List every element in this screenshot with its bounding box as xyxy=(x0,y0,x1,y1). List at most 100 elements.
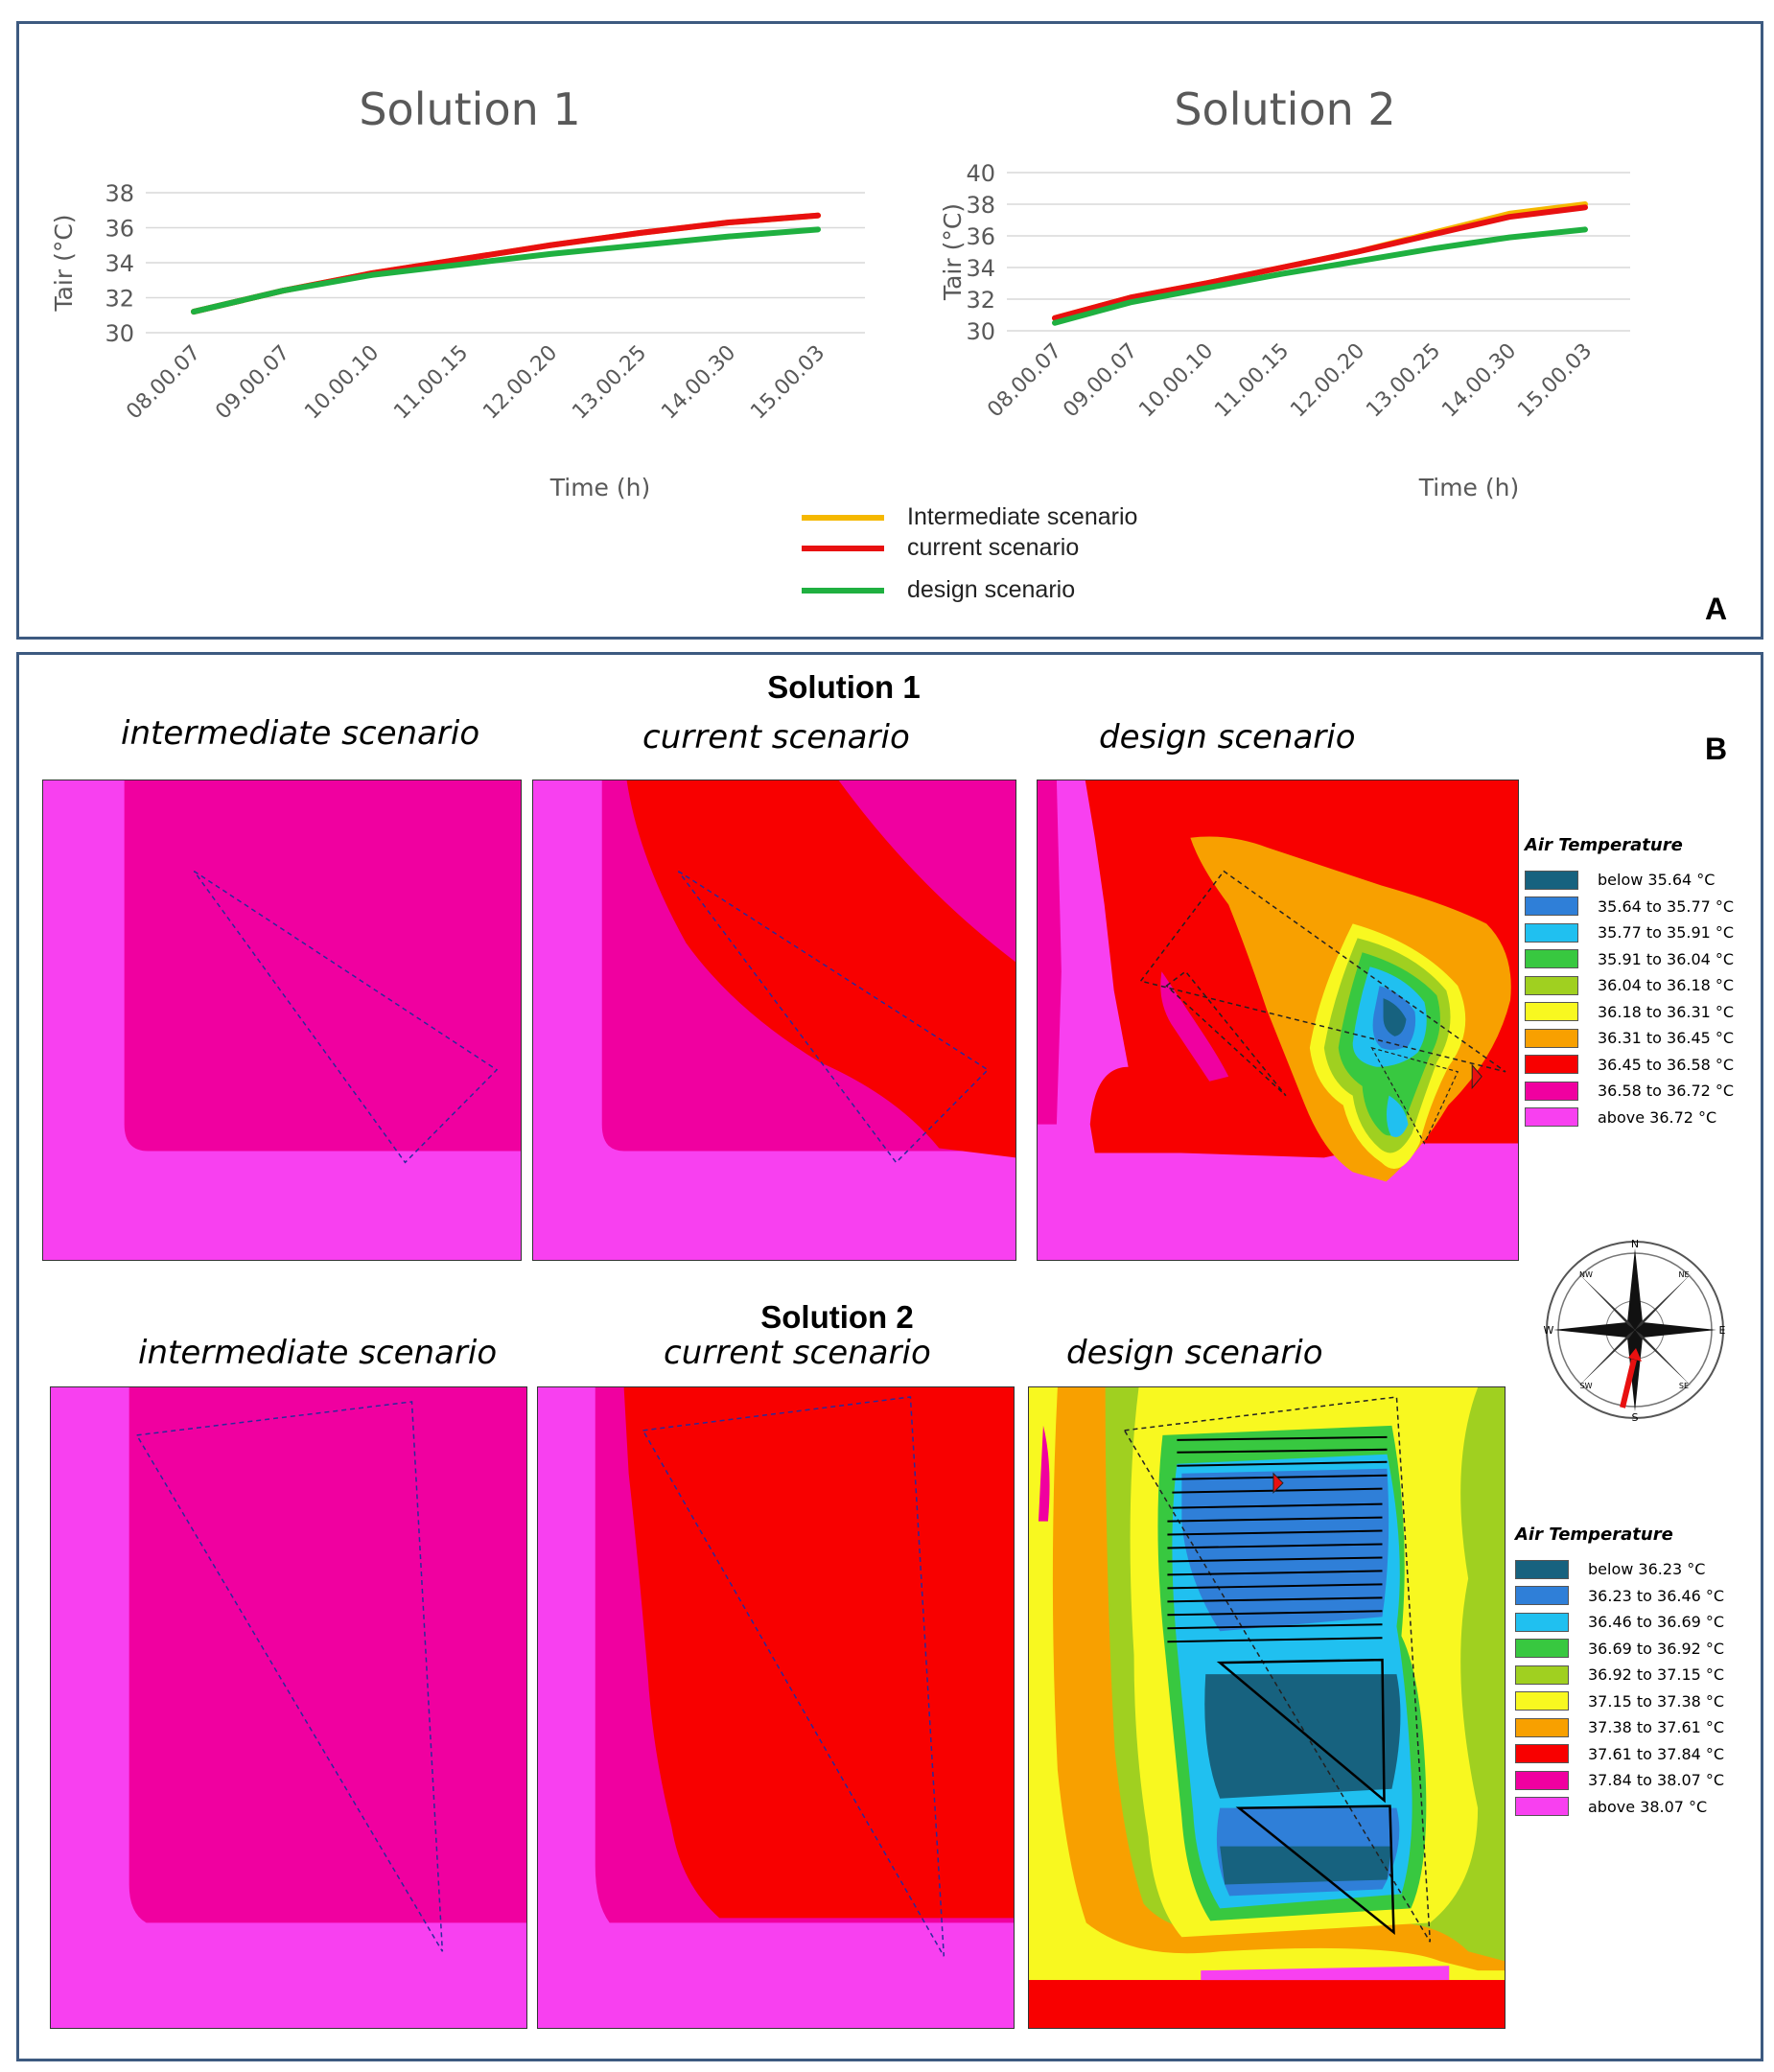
x-tick-label: 10.00.10 xyxy=(1134,339,1218,423)
legend1-swatch xyxy=(1525,1081,1578,1101)
legend-swatch-design xyxy=(802,587,884,594)
x-tick-label: 11.00.15 xyxy=(389,341,473,425)
series-line-current-scenario xyxy=(1052,204,1588,321)
panel-letter-b: B xyxy=(1705,732,1728,766)
legend2-swatch xyxy=(1515,1612,1569,1632)
legend2-label: 36.92 to 37.15 °C xyxy=(1588,1665,1725,1685)
compass-se: SE xyxy=(1679,1382,1689,1390)
x-tick-label: 11.00.15 xyxy=(1210,339,1294,423)
y-tick-label: 36 xyxy=(966,223,995,250)
y-tick-label: 40 xyxy=(966,160,995,187)
x-tick-label: 08.00.07 xyxy=(983,339,1066,423)
sol2-label-intermediate: intermediate scenario xyxy=(138,1334,498,1372)
sol1-label-design: design scenario xyxy=(1099,718,1356,757)
compass-w: W xyxy=(1544,1324,1554,1337)
legend2-swatch xyxy=(1515,1586,1569,1606)
sol2-label-current: current scenario xyxy=(664,1334,931,1372)
north-arrow xyxy=(1620,1359,1637,1408)
x-axis-title: Time (h) xyxy=(549,474,650,501)
legend-item-current: current scenario xyxy=(802,534,1079,562)
legend1-label: 36.58 to 36.72 °C xyxy=(1598,1082,1735,1101)
legend-item-design: design scenario xyxy=(802,576,1075,604)
compass-s: S xyxy=(1632,1411,1639,1424)
x-tick-label: 14.00.30 xyxy=(1437,339,1521,423)
legend2-label: below 36.23 °C xyxy=(1588,1560,1706,1579)
legend2-label: above 38.07 °C xyxy=(1588,1797,1708,1816)
x-axis-title: Time (h) xyxy=(1418,474,1519,501)
legend1-swatch xyxy=(1525,1002,1578,1022)
legend2-row: 36.69 to 36.92 °C xyxy=(1515,1636,1724,1663)
y-axis-title: Tair (°C) xyxy=(50,214,78,312)
x-tick-label: 08.00.07 xyxy=(122,341,205,425)
legend1-swatch xyxy=(1525,949,1578,969)
legend2-swatch xyxy=(1515,1717,1569,1737)
legend1-label: 36.31 to 36.45 °C xyxy=(1598,1029,1735,1048)
legend2-row: 37.84 to 38.07 °C xyxy=(1515,1767,1724,1794)
x-tick-label: 15.00.03 xyxy=(1513,339,1597,423)
legend2-row: 36.92 to 37.15 °C xyxy=(1515,1662,1724,1688)
compass-e: E xyxy=(1719,1324,1726,1337)
x-tick-label: 12.00.20 xyxy=(1286,339,1369,423)
line-chart-solution1: 30 32 34 36 38 08.00.07 09.00.07 10.00.10 11.00.… xyxy=(50,180,865,501)
y-tick-label: 32 xyxy=(105,286,134,313)
x-tick-label: 09.00.07 xyxy=(1059,339,1142,423)
legend1-label: 36.45 to 36.58 °C xyxy=(1598,1055,1735,1074)
y-tick-label: 32 xyxy=(966,287,995,314)
legend1-label: 35.77 to 35.91 °C xyxy=(1598,923,1735,943)
legend1-row: 36.18 to 36.31 °C xyxy=(1525,999,1734,1026)
legend2-swatch xyxy=(1515,1665,1569,1685)
line-chart-solution2: 30 32 34 36 38 40 08.00.0709.00.0710.00.1011.0… xyxy=(939,160,1630,501)
legend1-swatch xyxy=(1525,1055,1578,1075)
legend2-swatch xyxy=(1515,1639,1569,1659)
legend1-row: 35.64 to 35.77 °C xyxy=(1525,894,1734,920)
legend1-label: 36.18 to 36.31 °C xyxy=(1598,1002,1735,1021)
sol1-map-intermediate xyxy=(42,780,522,1261)
legend1-swatch xyxy=(1525,975,1578,995)
legend2-row: 36.46 to 36.69 °C xyxy=(1515,1609,1724,1636)
legend-label-current: current scenario xyxy=(907,534,1080,561)
legend2-label: 36.69 to 36.92 °C xyxy=(1588,1639,1725,1658)
legend2-row: above 38.07 °C xyxy=(1515,1794,1724,1821)
panel-letter-a: A xyxy=(1705,592,1728,626)
sol1-label-intermediate: intermediate scenario xyxy=(121,714,480,753)
panel-b: B Solution 1 intermediate scenario curre… xyxy=(16,652,1763,2061)
legend1-swatch xyxy=(1525,922,1578,943)
sol2-map-intermediate xyxy=(50,1386,527,2029)
legend2-row: below 36.23 °C xyxy=(1515,1556,1724,1583)
y-tick-label: 30 xyxy=(966,318,995,345)
y-tick-label: 30 xyxy=(105,320,134,347)
compass-sw: SW xyxy=(1580,1382,1593,1390)
legend1-row: 36.45 to 36.58 °C xyxy=(1525,1052,1734,1079)
solution2-heading: Solution 2 xyxy=(760,1299,914,1335)
legend2-label: 37.84 to 38.07 °C xyxy=(1588,1771,1725,1790)
legend1-row: 36.58 to 36.72 °C xyxy=(1525,1078,1734,1105)
legend1-label: 35.91 to 36.04 °C xyxy=(1598,949,1735,968)
solution1-heading: Solution 1 xyxy=(767,669,921,705)
sol2-map-current xyxy=(537,1386,1015,2029)
y-tick-label: 34 xyxy=(105,250,134,277)
legend-label-design: design scenario xyxy=(907,576,1076,603)
legend2-label: 37.61 to 37.84 °C xyxy=(1588,1744,1725,1763)
y-tick-label: 36 xyxy=(105,216,134,243)
legend1-label: 35.64 to 35.77 °C xyxy=(1598,896,1735,916)
legend2-row: 37.15 to 37.38 °C xyxy=(1515,1688,1724,1715)
series-line-design-scenario xyxy=(191,226,821,315)
legend2-swatch xyxy=(1515,1744,1569,1764)
compass-rose: N S E W NE NW SE SW xyxy=(1544,1238,1726,1424)
legend1-swatch xyxy=(1525,1028,1578,1048)
chart-title-solution1: Solution 1 xyxy=(359,83,581,135)
y-axis-title: Tair (°C) xyxy=(939,203,967,301)
legend2-row: 36.23 to 36.46 °C xyxy=(1515,1583,1724,1610)
series-line-design-scenario xyxy=(1052,226,1588,326)
x-tick-label: 14.00.30 xyxy=(657,341,740,425)
legend2-row: 37.61 to 37.84 °C xyxy=(1515,1741,1724,1768)
legend2-label: 36.23 to 36.46 °C xyxy=(1588,1586,1725,1605)
sol1-map-design xyxy=(1037,780,1519,1261)
legend2-row: 37.38 to 37.61 °C xyxy=(1515,1714,1724,1741)
legend-swatch-intermediate xyxy=(802,514,884,521)
legend2-swatch xyxy=(1515,1559,1569,1579)
legend2-title: Air Temperature xyxy=(1515,1525,1673,1545)
legend2-label: 37.15 to 37.38 °C xyxy=(1588,1691,1725,1711)
sol2-label-design: design scenario xyxy=(1066,1334,1323,1372)
legend2-label: 36.46 to 36.69 °C xyxy=(1588,1613,1725,1632)
